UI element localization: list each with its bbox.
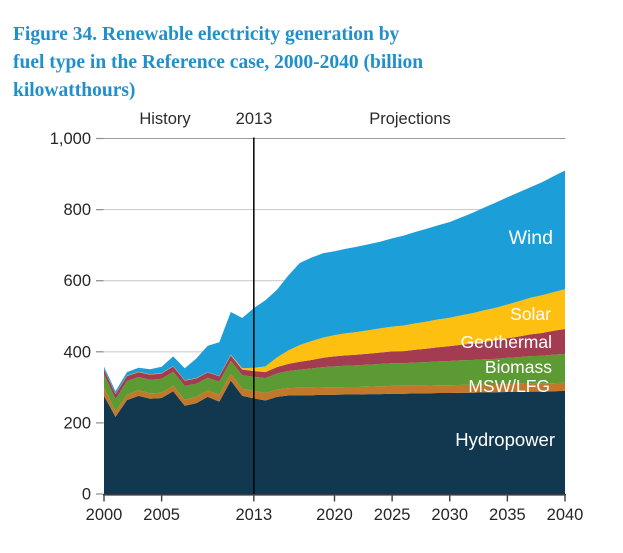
area-label-hydropower: Hydropower <box>455 429 555 450</box>
x-tick-label-2013: 2013 <box>235 506 272 524</box>
x-tick-label-2025: 2025 <box>374 506 411 524</box>
area-label-msw-lfg: MSW/LFG <box>468 376 550 396</box>
divider-year-label: 2013 <box>235 110 273 128</box>
figure-title-line: Figure 34. Renewable electricity generat… <box>13 24 400 45</box>
x-tick-label-2020: 2020 <box>316 506 353 524</box>
figure-title: Figure 34. Renewable electricity generat… <box>13 21 613 105</box>
area-solar <box>104 289 565 395</box>
y-tick-label-1000: 1,000 <box>50 130 91 148</box>
history-period-label: History <box>139 110 191 128</box>
area-label-wind: Wind <box>509 227 553 249</box>
x-tick-label-2030: 2030 <box>431 506 468 524</box>
area-label-geothermal: Geothermal <box>461 332 552 352</box>
x-tick-label-2000: 2000 <box>86 506 123 524</box>
y-tick-label-600: 600 <box>63 272 91 290</box>
y-tick-label-800: 800 <box>63 201 91 219</box>
area-geothermal <box>104 329 565 400</box>
y-tick-label-0: 0 <box>82 486 91 504</box>
y-tick-label-200: 200 <box>63 414 91 432</box>
area-hydropower <box>104 380 565 494</box>
area-label-solar: Solar <box>510 304 551 324</box>
area-label-biomass: Biomass <box>485 357 552 377</box>
y-tick-label-400: 400 <box>63 343 91 361</box>
figure-title-line: kilowatthours) <box>13 80 136 101</box>
x-tick-label-2005: 2005 <box>143 506 180 524</box>
figure-title-line: fuel type in the Reference case, 2000-20… <box>13 52 424 73</box>
x-tick-label-2035: 2035 <box>489 506 526 524</box>
x-tick-label-2040: 2040 <box>547 506 584 524</box>
area-wind <box>104 170 565 394</box>
projections-period-label: Projections <box>369 110 451 128</box>
area-biomass <box>104 353 565 412</box>
